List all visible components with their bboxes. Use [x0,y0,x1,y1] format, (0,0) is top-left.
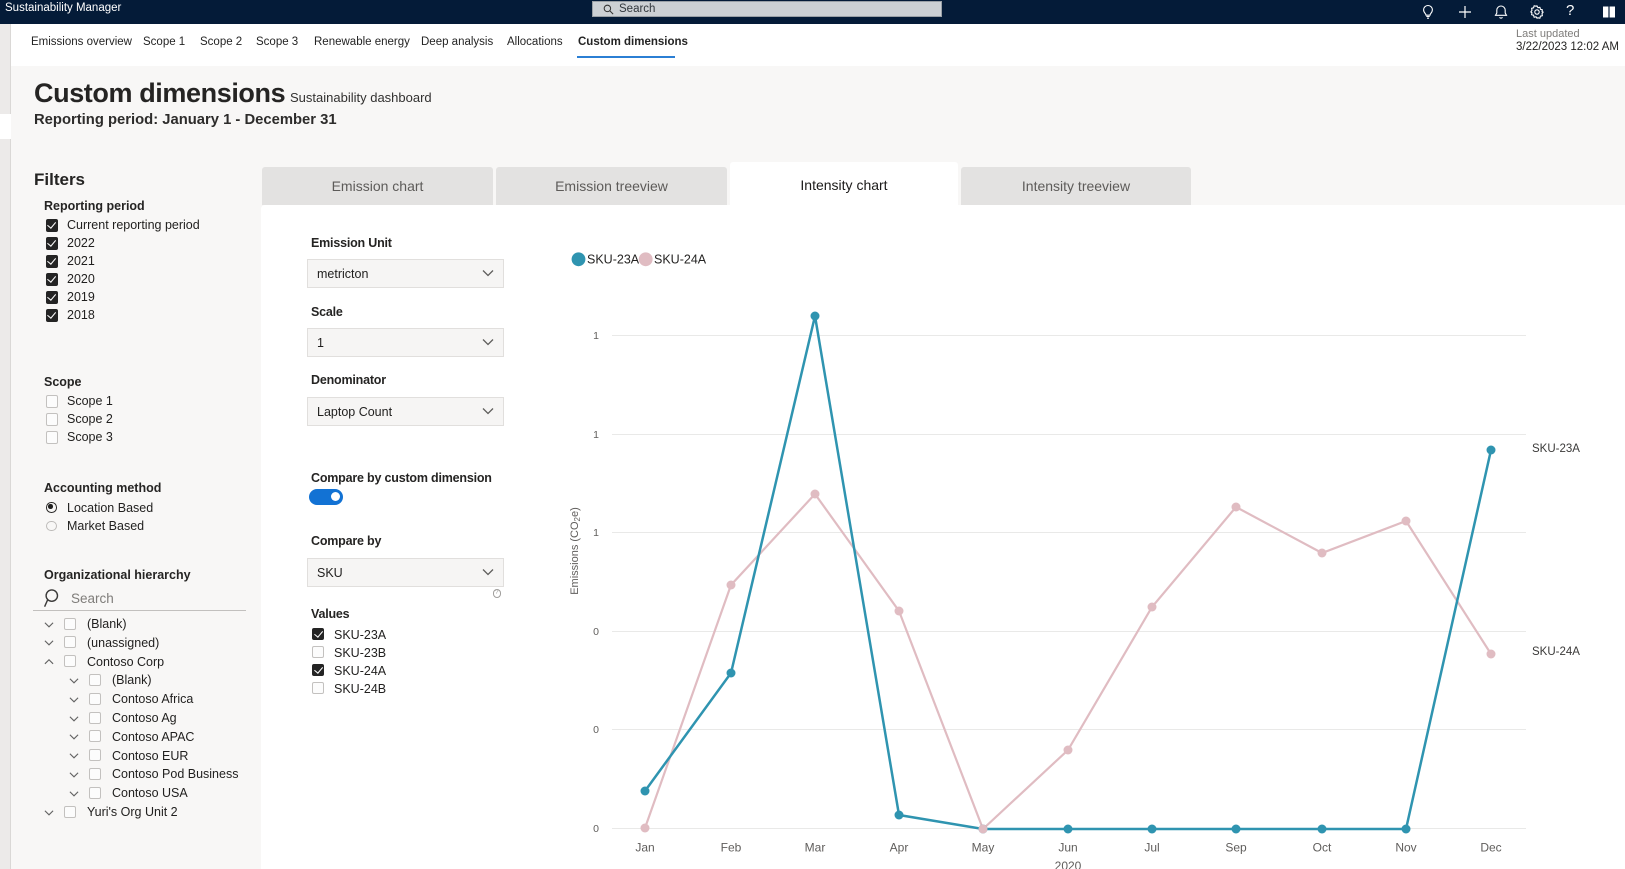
svg-text:Feb: Feb [721,841,742,855]
svg-text:Jul: Jul [1144,841,1159,855]
svg-text:0: 0 [593,724,599,736]
svg-text:SKU-23A: SKU-23A [587,253,640,267]
svg-text:May: May [972,841,995,855]
svg-text:Jun: Jun [1058,841,1077,855]
svg-text:0: 0 [593,823,599,835]
svg-text:0: 0 [593,626,599,638]
svg-text:1: 1 [593,429,599,441]
svg-text:Oct: Oct [1313,841,1332,855]
svg-text:Mar: Mar [805,841,826,855]
svg-text:Nov: Nov [1395,841,1416,855]
svg-text:SKU-23A: SKU-23A [1532,443,1580,455]
svg-text:SKU-24A: SKU-24A [1532,646,1580,658]
svg-text:2020: 2020 [1055,859,1082,869]
svg-text:Emissions (CO2e): Emissions (CO2e) [569,507,582,595]
svg-text:1: 1 [593,330,599,342]
svg-text:Dec: Dec [1480,841,1501,855]
svg-text:Sep: Sep [1225,841,1247,855]
svg-text:Apr: Apr [890,841,909,855]
svg-text:Jan: Jan [635,841,654,855]
svg-text:SKU-24A: SKU-24A [654,253,707,267]
svg-text:1: 1 [593,527,599,539]
